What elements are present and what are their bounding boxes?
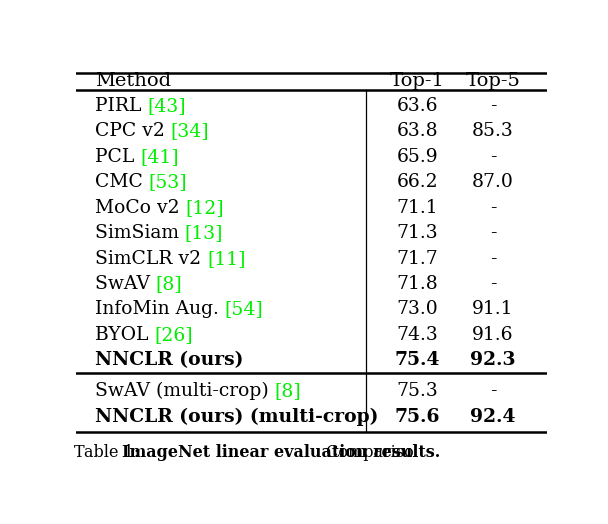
Text: Method: Method — [95, 72, 171, 90]
Text: -: - — [490, 275, 496, 293]
Text: [8]: [8] — [275, 382, 302, 400]
Text: PIRL: PIRL — [95, 97, 147, 115]
Text: 92.3: 92.3 — [470, 351, 516, 369]
Text: 91.6: 91.6 — [472, 326, 514, 344]
Text: [12]: [12] — [185, 199, 224, 217]
Text: -: - — [490, 249, 496, 268]
Text: [53]: [53] — [149, 173, 187, 191]
Text: 75.4: 75.4 — [395, 351, 440, 369]
Text: 71.3: 71.3 — [397, 224, 438, 242]
Text: 75.3: 75.3 — [397, 382, 438, 400]
Text: BYOL: BYOL — [95, 326, 154, 344]
Text: Compariso: Compariso — [321, 443, 414, 461]
Text: 92.4: 92.4 — [470, 408, 516, 425]
Text: 91.1: 91.1 — [472, 300, 514, 319]
Text: SimCLR v2: SimCLR v2 — [95, 249, 207, 268]
Text: NNCLR (ours): NNCLR (ours) — [95, 351, 243, 369]
Text: 65.9: 65.9 — [397, 148, 438, 166]
Text: [54]: [54] — [225, 300, 263, 319]
Text: InfoMin Aug.: InfoMin Aug. — [95, 300, 225, 319]
Text: SwAV (multi-crop): SwAV (multi-crop) — [95, 382, 275, 400]
Text: 71.8: 71.8 — [397, 275, 438, 293]
Text: able 1:: able 1: — [85, 443, 145, 461]
Text: 74.3: 74.3 — [397, 326, 438, 344]
Text: 75.6: 75.6 — [395, 408, 440, 425]
Text: [43]: [43] — [147, 97, 186, 115]
Text: -: - — [490, 224, 496, 242]
Text: [26]: [26] — [154, 326, 193, 344]
Text: CMC: CMC — [95, 173, 149, 191]
Text: PCL: PCL — [95, 148, 140, 166]
Text: 63.6: 63.6 — [397, 97, 438, 115]
Text: Top-1: Top-1 — [390, 72, 445, 90]
Text: 85.3: 85.3 — [472, 123, 514, 140]
Text: SwAV: SwAV — [95, 275, 156, 293]
Text: -: - — [490, 382, 496, 400]
Text: -: - — [490, 148, 496, 166]
Text: [34]: [34] — [171, 123, 209, 140]
Text: [8]: [8] — [156, 275, 182, 293]
Text: SimSiam: SimSiam — [95, 224, 185, 242]
Text: 71.1: 71.1 — [397, 199, 438, 217]
Text: -: - — [490, 199, 496, 217]
Text: [41]: [41] — [140, 148, 179, 166]
Text: 73.0: 73.0 — [397, 300, 438, 319]
Text: [13]: [13] — [185, 224, 223, 242]
Text: 71.7: 71.7 — [397, 249, 438, 268]
Text: -: - — [490, 97, 496, 115]
Text: Top-5: Top-5 — [466, 72, 520, 90]
Text: 63.8: 63.8 — [397, 123, 438, 140]
Text: NNCLR (ours) (multi-crop): NNCLR (ours) (multi-crop) — [95, 408, 378, 426]
Text: ImageNet linear evaluation results.: ImageNet linear evaluation results. — [122, 443, 440, 461]
Text: CPC v2: CPC v2 — [95, 123, 171, 140]
Text: T: T — [74, 443, 85, 461]
Text: 87.0: 87.0 — [472, 173, 514, 191]
Text: MoCo v2: MoCo v2 — [95, 199, 185, 217]
Text: [11]: [11] — [207, 249, 246, 268]
Text: 66.2: 66.2 — [397, 173, 438, 191]
